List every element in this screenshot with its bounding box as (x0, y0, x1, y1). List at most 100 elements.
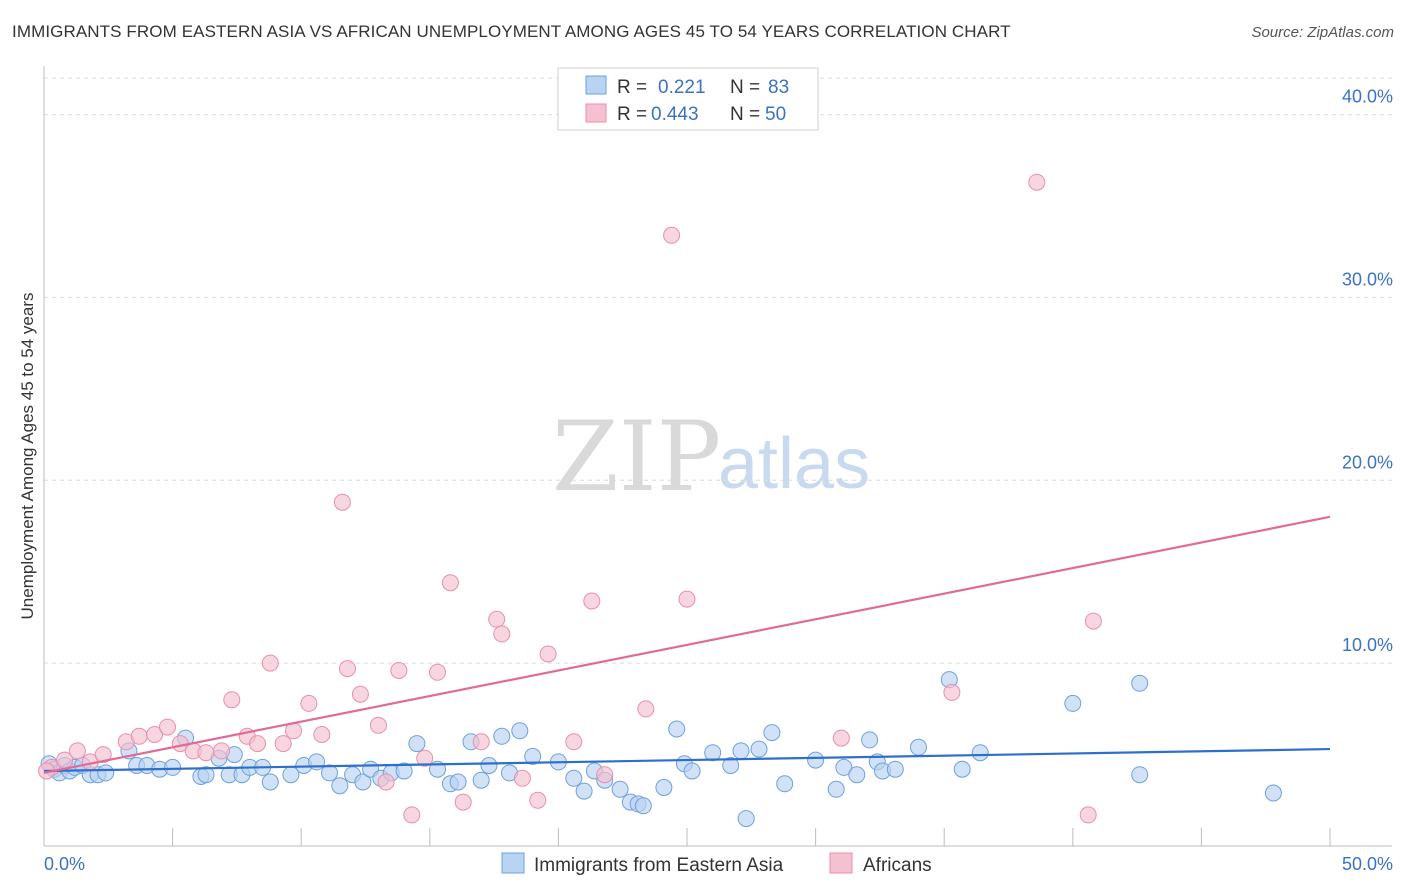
point-eastern-asia (763, 724, 781, 742)
point-africans (416, 749, 434, 767)
bottom-legend-label-eastern-asia: Immigrants from Eastern Asia (534, 855, 784, 876)
legend-r-value: 0.443 (651, 104, 699, 125)
point-africans (429, 663, 446, 681)
point-eastern-asia (1131, 674, 1149, 692)
point-africans (369, 716, 387, 734)
legend-r-value: 0.221 (658, 77, 706, 98)
y-tick-label: 10.0% (1342, 635, 1393, 655)
point-eastern-asia (511, 722, 529, 740)
point-africans (637, 700, 655, 718)
point-africans (472, 733, 490, 751)
point-eastern-asia (732, 742, 750, 760)
bottom-legend-swatch-africans (829, 852, 853, 874)
point-africans (403, 806, 421, 824)
legend-n-value: 83 (768, 77, 789, 98)
point-africans (300, 694, 318, 712)
trend-line-eastern-asia (43, 747, 1331, 773)
point-eastern-asia (634, 797, 652, 815)
bottom-legend-swatch-eastern-asia (501, 852, 525, 874)
point-africans (539, 645, 557, 663)
point-eastern-asia (807, 751, 825, 769)
legend-r-label: R = (617, 104, 647, 125)
point-eastern-asia (164, 758, 182, 776)
point-africans (261, 654, 279, 672)
point-eastern-asia (776, 775, 794, 793)
point-eastern-asia (655, 779, 673, 796)
chart-title: IMMIGRANTS FROM EASTERN ASIA VS AFRICAN … (12, 22, 1011, 41)
point-africans (333, 493, 351, 511)
point-africans (377, 773, 395, 791)
point-africans (1084, 612, 1102, 630)
bottom-legend-label-africans: Africans (863, 855, 932, 876)
legend-n-label: N = (730, 104, 760, 125)
point-eastern-asia (886, 760, 904, 778)
point-eastern-asia (611, 780, 629, 798)
y-axis-label: Unemployment Among Ages 45 to 54 years (18, 293, 37, 620)
series-legend: Immigrants from Eastern Asia Africans (501, 852, 932, 876)
point-africans (678, 590, 696, 608)
point-eastern-asia (331, 777, 349, 795)
point-eastern-asia (827, 780, 845, 798)
point-africans (146, 726, 164, 743)
point-eastern-asia (565, 769, 583, 787)
x-tick-label: 50.0% (1342, 854, 1393, 874)
point-africans (94, 746, 112, 764)
point-eastern-asia (750, 740, 768, 758)
point-eastern-asia (835, 758, 853, 776)
point-eastern-asia (493, 727, 511, 745)
point-eastern-asia (737, 810, 755, 828)
point-eastern-asia (1264, 784, 1282, 802)
point-africans (274, 735, 292, 753)
tick-labels: 10.0% 20.0% 30.0% 40.0% 0.0% 50.0% (43, 87, 1393, 874)
point-africans (313, 726, 331, 743)
point-africans (565, 733, 583, 751)
point-africans (249, 735, 266, 753)
axes (43, 66, 1392, 847)
point-africans (583, 592, 601, 610)
point-africans (213, 742, 230, 760)
point-africans (832, 729, 850, 747)
data-points (38, 173, 1282, 828)
point-eastern-asia (668, 720, 686, 738)
point-eastern-asia (1064, 694, 1082, 712)
point-africans (223, 691, 241, 709)
watermark-atlas: atlas (718, 424, 870, 504)
y-tick-label: 20.0% (1342, 452, 1393, 472)
legend-n-value: 50 (765, 104, 786, 125)
point-eastern-asia (704, 744, 722, 762)
point-africans (130, 727, 148, 745)
point-africans (596, 766, 614, 784)
point-eastern-asia (575, 782, 593, 800)
legend-r-label: R = (617, 77, 647, 98)
point-africans (159, 718, 176, 736)
y-tick-label: 30.0% (1342, 269, 1393, 289)
trend-line-africans (43, 515, 1331, 774)
point-africans (1028, 173, 1046, 191)
point-eastern-asia (722, 757, 740, 774)
point-africans (441, 574, 459, 592)
legend-n-label: N = (730, 77, 760, 98)
point-eastern-asia (848, 766, 866, 784)
point-eastern-asia (480, 757, 498, 774)
y-tick-label: 40.0% (1342, 87, 1393, 107)
point-africans (68, 742, 86, 760)
point-eastern-asia (953, 760, 971, 778)
point-africans (351, 685, 369, 703)
point-africans (513, 769, 531, 787)
legend-swatch-africans (585, 103, 607, 123)
watermark-zip: ZIP (552, 401, 721, 513)
point-africans (493, 625, 511, 643)
legend-swatch-eastern-asia (585, 75, 607, 95)
point-africans (454, 793, 472, 811)
point-eastern-asia (971, 744, 989, 762)
point-eastern-asia (408, 735, 426, 753)
point-eastern-asia (910, 738, 927, 756)
point-africans (339, 660, 356, 678)
point-africans (529, 791, 547, 809)
point-eastern-asia (449, 773, 467, 791)
point-eastern-asia (261, 773, 279, 791)
point-africans (663, 226, 681, 244)
x-tick-label: 0.0% (44, 854, 85, 874)
point-africans (390, 662, 408, 679)
